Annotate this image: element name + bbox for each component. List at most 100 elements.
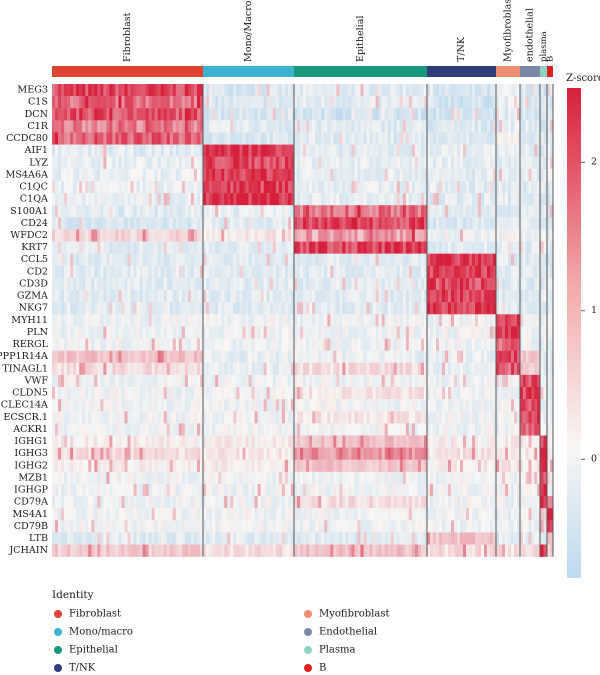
heat-cell bbox=[124, 168, 128, 182]
heat-cell bbox=[357, 435, 361, 448]
heat-cell bbox=[139, 193, 143, 206]
heat-cell bbox=[127, 350, 131, 363]
heat-cell bbox=[324, 326, 328, 339]
heat-cell bbox=[508, 350, 512, 363]
heat-cell bbox=[145, 326, 149, 339]
heat-cell bbox=[457, 338, 461, 351]
heat-cell bbox=[284, 253, 289, 266]
heat-cell bbox=[154, 399, 158, 412]
heat-cell bbox=[511, 205, 515, 218]
heat-cell bbox=[206, 96, 210, 109]
heat-cell bbox=[109, 96, 113, 109]
heat-cell bbox=[436, 217, 440, 230]
heat-cell bbox=[260, 156, 264, 170]
heat-cell bbox=[460, 435, 464, 448]
heat-cell bbox=[172, 144, 177, 157]
heat-cell bbox=[369, 84, 373, 97]
heat-cell bbox=[499, 374, 503, 388]
heat-cell bbox=[278, 338, 283, 351]
heat-cell bbox=[157, 108, 162, 121]
heat-cell bbox=[163, 241, 168, 254]
heat-cell bbox=[387, 253, 392, 266]
heat-cell bbox=[550, 350, 554, 363]
heat-cell bbox=[224, 84, 228, 97]
heat-cell bbox=[178, 387, 183, 400]
heat-cell bbox=[76, 350, 80, 363]
heat-cell bbox=[76, 108, 80, 121]
heat-cell bbox=[193, 350, 198, 363]
heat-cell bbox=[239, 253, 243, 266]
heat-cell bbox=[402, 253, 407, 266]
heat-cell bbox=[82, 302, 86, 315]
heat-cell bbox=[433, 302, 437, 315]
heat-cell bbox=[115, 423, 119, 436]
heat-cell bbox=[73, 84, 77, 97]
heat-cell bbox=[378, 180, 382, 194]
heat-cell bbox=[345, 193, 349, 206]
heat-cell bbox=[414, 108, 419, 121]
heat-cell bbox=[411, 205, 416, 218]
heat-cell bbox=[160, 132, 165, 145]
heat-cell bbox=[209, 411, 213, 424]
heat-cell bbox=[91, 132, 95, 145]
heat-cell bbox=[306, 411, 310, 424]
heat-cell bbox=[309, 108, 313, 121]
heat-cell bbox=[118, 338, 122, 351]
heat-cell bbox=[190, 338, 195, 351]
heat-cell bbox=[439, 253, 443, 266]
heat-cell bbox=[82, 265, 86, 279]
heat-cell bbox=[121, 132, 125, 145]
heat-cell bbox=[463, 96, 467, 109]
heat-cell bbox=[94, 374, 98, 388]
heat-cell bbox=[190, 217, 195, 230]
heat-cell bbox=[142, 229, 146, 242]
heat-cell bbox=[203, 290, 207, 303]
heat-cell bbox=[227, 411, 231, 424]
heat-cell bbox=[321, 277, 325, 291]
heat-cell bbox=[181, 156, 186, 170]
heat-cell bbox=[393, 302, 398, 315]
heat-cell bbox=[493, 350, 497, 363]
heat-cell bbox=[522, 277, 527, 291]
heat-cell bbox=[224, 144, 228, 157]
heat-cell bbox=[206, 205, 210, 218]
heat-cell bbox=[330, 411, 334, 424]
heat-cell bbox=[130, 193, 134, 206]
heat-cell bbox=[278, 108, 283, 121]
heat-cell bbox=[70, 362, 74, 376]
heat-cell bbox=[517, 277, 521, 291]
heat-cell bbox=[345, 180, 349, 194]
heat-cell bbox=[324, 168, 328, 182]
heat-cell bbox=[260, 435, 264, 448]
heat-cell bbox=[145, 302, 149, 315]
heat-cell bbox=[463, 144, 467, 157]
heat-cell bbox=[339, 314, 343, 327]
heat-cell bbox=[351, 338, 355, 351]
heat-cell bbox=[85, 326, 89, 339]
heat-cell bbox=[520, 326, 524, 339]
heat-cell bbox=[375, 399, 379, 412]
heat-cell bbox=[112, 120, 116, 133]
heat-cell bbox=[272, 193, 277, 206]
heat-cell bbox=[303, 387, 307, 400]
heat-cell bbox=[142, 302, 146, 315]
heat-cell bbox=[369, 217, 373, 230]
heat-cell bbox=[260, 350, 264, 363]
heat-cell bbox=[151, 326, 155, 339]
heat-cell bbox=[70, 277, 74, 291]
heat-cell bbox=[148, 144, 152, 157]
heat-cell bbox=[505, 387, 509, 400]
heat-cell bbox=[94, 435, 98, 448]
heat-cell bbox=[540, 193, 544, 206]
heat-cell bbox=[487, 290, 491, 303]
heat-cell bbox=[300, 435, 304, 448]
heat-cell bbox=[499, 302, 503, 315]
heat-cell bbox=[284, 96, 289, 109]
heat-cell bbox=[315, 314, 319, 327]
heat-cell bbox=[357, 156, 361, 170]
heat-cell bbox=[181, 120, 186, 133]
heat-cell bbox=[157, 423, 162, 436]
heat-cell bbox=[499, 411, 503, 424]
heat-cell bbox=[266, 253, 271, 266]
heat-cell bbox=[297, 265, 301, 279]
